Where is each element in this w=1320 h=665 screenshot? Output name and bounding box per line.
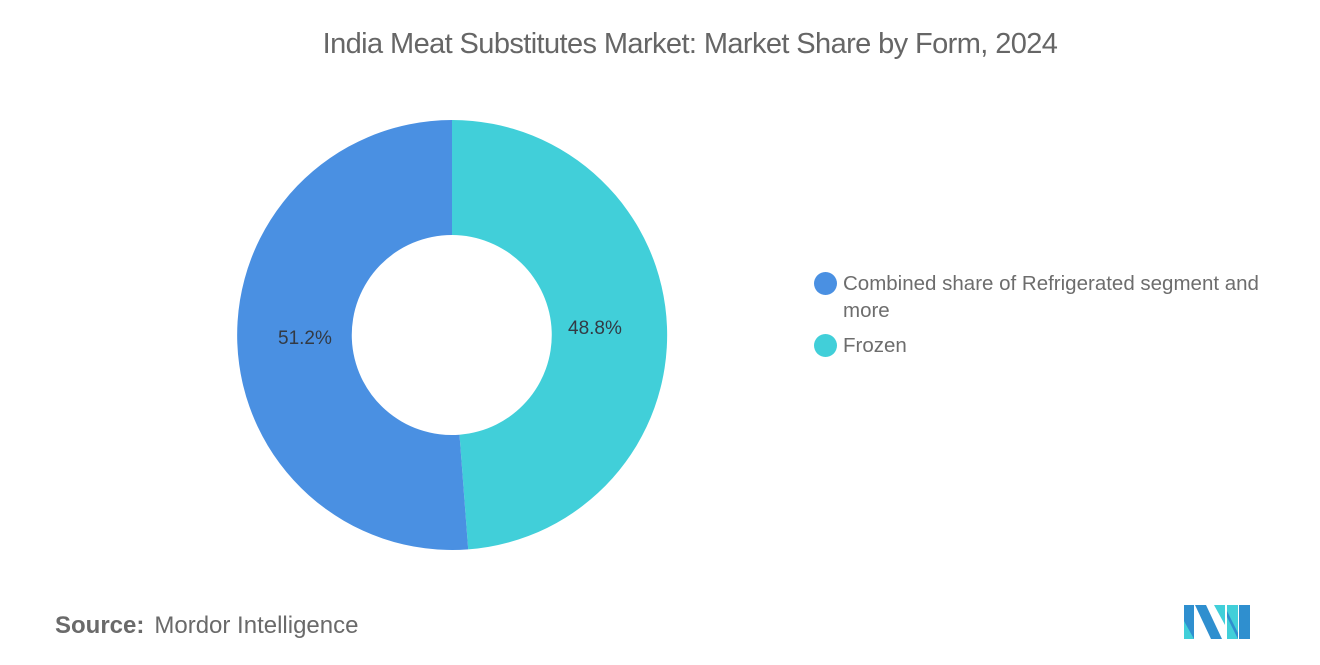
slice-label-refrigerated: 51.2%: [278, 328, 332, 349]
legend-dot-icon: [814, 272, 837, 295]
source-value: Mordor Intelligence: [154, 612, 359, 639]
mordor-intelligence-logo-icon: [1184, 605, 1250, 639]
legend: Combined share of Refrigerated segment a…: [814, 270, 1284, 367]
slice-frozen[interactable]: [452, 119, 668, 550]
chart-title: India Meat Substitutes Market: Market Sh…: [322, 28, 1058, 60]
slice-refrigerated-and-more[interactable]: [237, 120, 469, 550]
source-note: Source: Mordor Intelligence: [55, 612, 358, 640]
source-key: Source:: [55, 612, 145, 639]
slice-label-frozen: 48.8%: [568, 318, 622, 339]
legend-item-frozen[interactable]: Frozen: [814, 332, 1284, 359]
legend-dot-icon: [814, 334, 837, 357]
legend-label: Frozen: [843, 334, 907, 357]
legend-label: Combined share of Refrigerated segment a…: [843, 272, 1259, 322]
legend-item-refrigerated[interactable]: Combined share of Refrigerated segment a…: [814, 270, 1284, 324]
